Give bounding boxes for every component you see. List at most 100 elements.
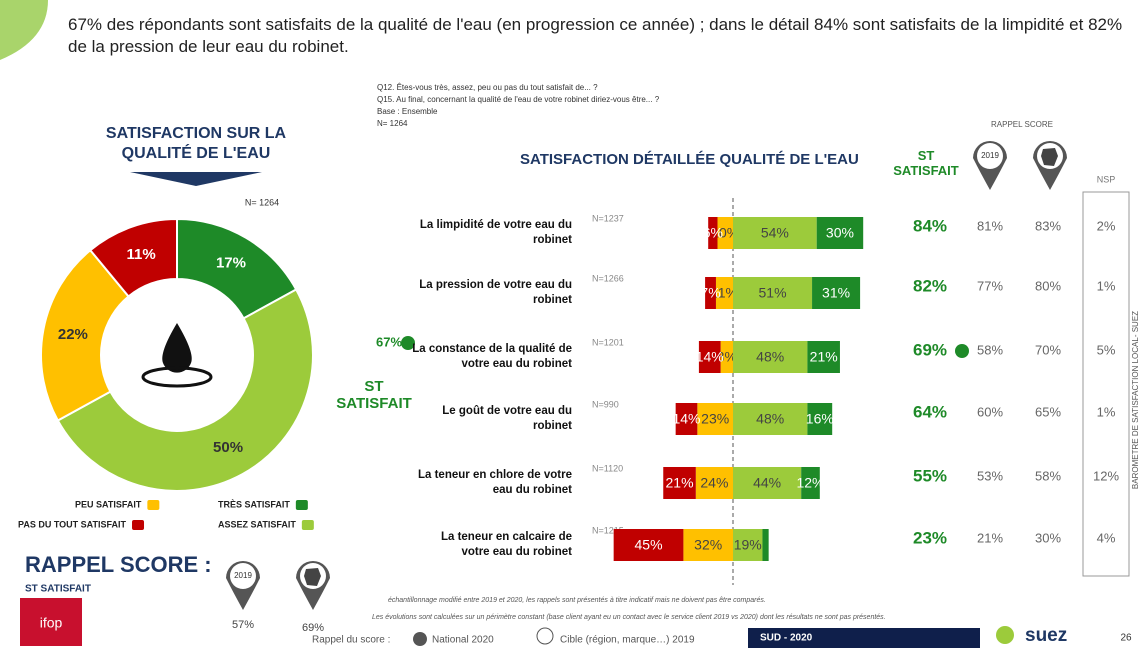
bar-value-label: 24%: [700, 475, 728, 491]
category-label: La limpidité de votre eau du robinet: [419, 219, 572, 246]
bar-value-label: 48%: [756, 349, 784, 365]
bar-value-label: 19%: [734, 537, 762, 553]
base-label: N=1201: [592, 337, 624, 347]
bar-value-label: 30%: [826, 225, 854, 241]
bar-value-label: 54%: [761, 225, 789, 241]
nsp-header: NSP: [1097, 174, 1116, 184]
bar-value-label: 8%: [717, 349, 737, 365]
bar-value-label: 11%: [711, 285, 738, 301]
legend-target: Cible (région, marque…) 2019: [560, 635, 695, 646]
base-label: N=990: [592, 399, 619, 409]
icon: [536, 627, 554, 645]
pin-year: 2019: [234, 571, 252, 580]
table-cell: 82%: [913, 276, 947, 295]
table-cell: 60%: [977, 404, 1003, 419]
logo-box: [20, 598, 82, 646]
bar-segment: [708, 217, 718, 249]
table-cell: 53%: [977, 468, 1003, 483]
bar-segment: [717, 217, 733, 249]
footer-band: [748, 628, 980, 648]
ripple: [141, 366, 213, 388]
bar-segment: [613, 529, 684, 561]
bar-segment: [705, 277, 716, 309]
bar-segment: [733, 277, 813, 309]
base-label: N=1266: [592, 273, 624, 283]
table-cell: 58%: [1035, 468, 1061, 483]
question: Q15. Au final, concernant la qualité de …: [377, 95, 660, 104]
side-text: BAROMETRE DE SATISFACTION LOCAL- SUEZ: [1131, 311, 1140, 489]
brand: suez: [1025, 625, 1067, 646]
bar-segment: [807, 403, 833, 435]
bar-value-label: 21%: [810, 349, 838, 365]
bar-value-label: 14%: [696, 349, 724, 365]
table-cell: 70%: [1035, 342, 1061, 357]
bar-value-label: 45%: [635, 537, 663, 553]
category-label: La constance de la qualité de votre eau …: [412, 343, 572, 370]
france-shape: [1041, 148, 1058, 166]
bar-segment: [733, 529, 763, 561]
legend-swatch: [301, 520, 314, 530]
bar-value-label: 32%: [694, 537, 722, 553]
water-drop: [162, 323, 192, 373]
bar-value-label: 44%: [753, 475, 781, 491]
slice-label: 50%: [213, 439, 243, 456]
bar-segment: [675, 403, 698, 435]
bar-segment: [733, 467, 802, 499]
pin-face: [977, 143, 1003, 169]
bar-segment: [663, 467, 696, 499]
bar-value-label: 23%: [701, 411, 729, 427]
bar-segment: [720, 341, 733, 373]
bar-value-label: 10%: [711, 225, 739, 241]
pie-title: SATISFACTION SUR LA QUALITÉ DE L'EAU: [105, 125, 287, 162]
category-label: La pression de votre eau du robinet: [419, 279, 572, 306]
donut-slice: [56, 288, 314, 492]
bar-segment: [697, 403, 733, 435]
table-cell: 64%: [913, 402, 947, 421]
footnote: Les évolutions sont calculées sur un pér…: [372, 614, 886, 621]
title-pointer: [130, 172, 262, 186]
brand-icon: [996, 626, 1014, 644]
bar-value-label: 12%: [796, 475, 824, 491]
donut-slice: [40, 248, 130, 422]
bar-segment: [733, 403, 808, 435]
pin-year: 2019: [981, 151, 999, 160]
table-cell: 4%: [1097, 530, 1116, 545]
pin-face: [230, 563, 256, 589]
table-cell: 80%: [1035, 278, 1061, 293]
bar-segment: [695, 467, 733, 499]
slice-label: 11%: [126, 246, 155, 263]
bar-value-label: 16%: [806, 411, 834, 427]
category-label: La teneur en chlore de votre eau du robi…: [417, 469, 572, 496]
table-cell: 69%: [913, 340, 947, 359]
bar-segment: [812, 277, 861, 309]
bar-value-label: 7%: [700, 285, 720, 301]
bar-segment: [715, 277, 733, 309]
category-label: La teneur en calcaire de votre eau du ro…: [440, 531, 572, 558]
base: Base : Ensemble: [377, 107, 438, 116]
bar-segment: [801, 467, 820, 499]
trend-badge: [955, 344, 969, 358]
table-cell: 1%: [1097, 278, 1116, 293]
bar-value-label: 21%: [666, 475, 694, 491]
nsp-box: [1082, 191, 1130, 577]
pie-note: N= 1264: [245, 197, 279, 207]
table-cell: 81%: [977, 218, 1003, 233]
base-n: N= 1264: [377, 119, 408, 128]
table-cell: 83%: [1035, 218, 1061, 233]
corner-leaf: [0, 0, 48, 60]
base-label: N=1237: [592, 213, 624, 223]
question: Q12. Êtes-vous très, assez, peu ou pas d…: [377, 83, 598, 92]
total-caption: ST SATISFAIT: [336, 378, 412, 412]
legend-swatch: [147, 500, 160, 510]
bar-title: SATISFACTION DÉTAILLÉE QUALITÉ DE L'EAU: [520, 151, 859, 168]
icon: [413, 632, 427, 646]
bar-segment: [733, 217, 817, 249]
legend-swatch: [295, 500, 308, 510]
bar-segment: [683, 529, 733, 561]
table-cell: 77%: [977, 278, 1003, 293]
total-label: 67%: [376, 334, 402, 349]
legend-label: PAS DU TOUT SATISFAIT: [18, 519, 127, 529]
table-cell: 55%: [913, 466, 947, 485]
table-cell: 21%: [977, 530, 1003, 545]
bar-value-label: 6%: [703, 225, 723, 241]
